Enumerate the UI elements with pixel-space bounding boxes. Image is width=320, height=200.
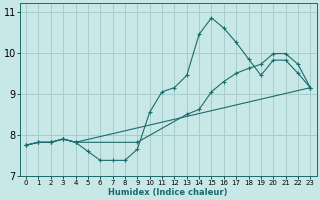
X-axis label: Humidex (Indice chaleur): Humidex (Indice chaleur) — [108, 188, 228, 197]
